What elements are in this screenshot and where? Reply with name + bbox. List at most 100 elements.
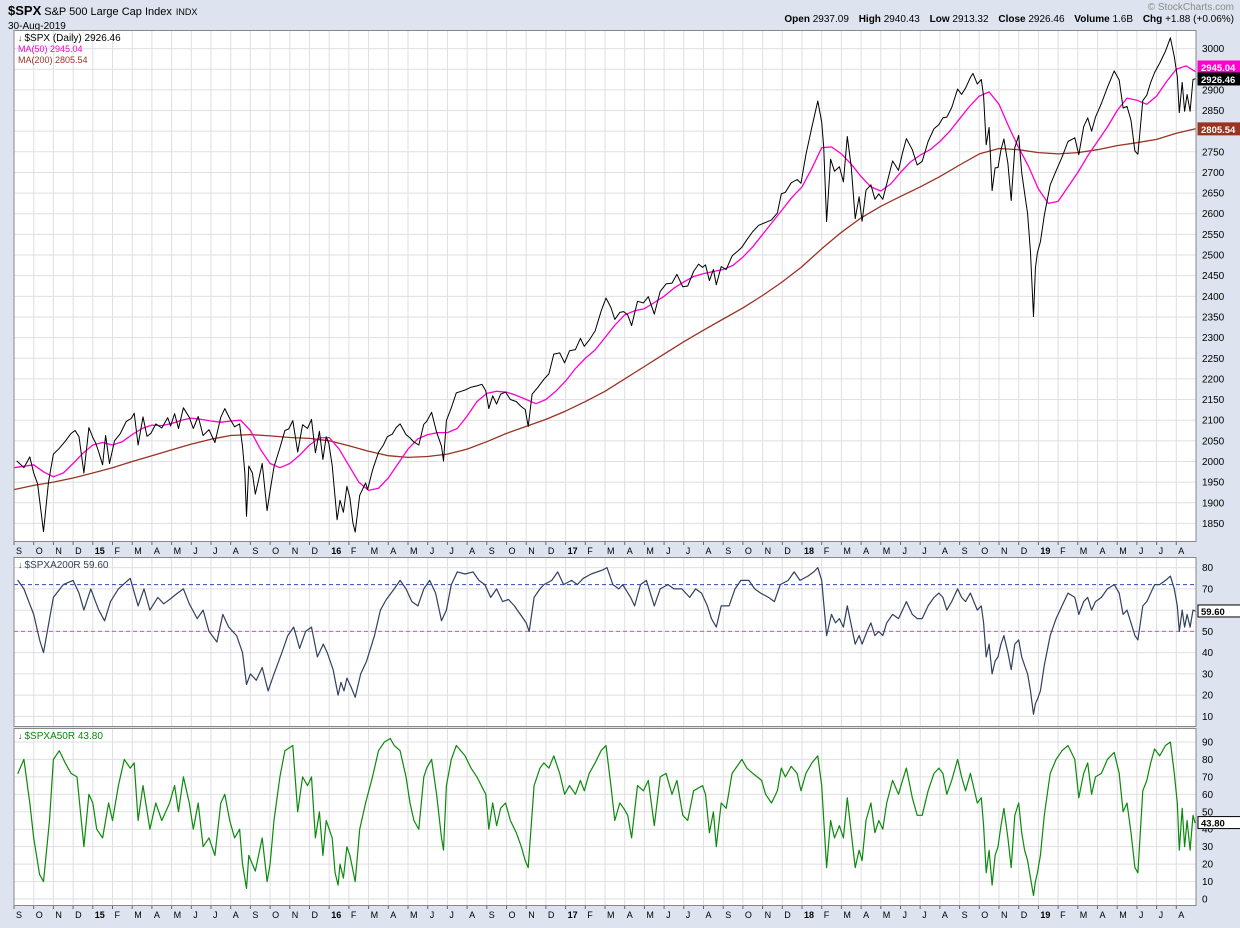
svg-text:M: M (883, 910, 891, 920)
svg-text:M: M (1080, 546, 1088, 556)
svg-text:D: D (75, 910, 82, 920)
svg-text:N: N (55, 910, 62, 920)
svg-text:J: J (922, 910, 927, 920)
svg-text:J: J (903, 546, 908, 556)
svg-text:J: J (449, 546, 454, 556)
svg-text:50: 50 (1202, 807, 1214, 818)
svg-text:2850: 2850 (1202, 106, 1225, 117)
svg-text:J: J (1139, 910, 1144, 920)
svg-text:18: 18 (804, 546, 814, 556)
svg-text:2150: 2150 (1202, 395, 1225, 406)
svg-text:30: 30 (1202, 842, 1214, 853)
svg-text:J: J (922, 546, 927, 556)
svg-text:0: 0 (1202, 895, 1208, 906)
svg-text:19: 19 (1040, 910, 1050, 920)
svg-text:A: A (469, 910, 475, 920)
svg-text:F: F (115, 910, 121, 920)
svg-text:M: M (174, 546, 182, 556)
svg-text:10: 10 (1202, 712, 1214, 723)
svg-text:S: S (962, 546, 968, 556)
quote-volume: Volume 1.6B (1074, 14, 1134, 25)
svg-text:J: J (193, 910, 198, 920)
svg-text:A: A (942, 910, 948, 920)
quote-close: Close 2926.46 (998, 14, 1065, 25)
svg-text:2500: 2500 (1202, 251, 1225, 262)
svg-text:A: A (1178, 546, 1184, 556)
svg-text:J: J (430, 910, 435, 920)
svg-text:N: N (765, 546, 772, 556)
svg-text:20: 20 (1202, 860, 1214, 871)
price-panel: 3000295029002850280027502700265026002550… (0, 30, 1240, 557)
svg-text:16: 16 (331, 910, 341, 920)
svg-text:S: S (962, 910, 968, 920)
svg-text:F: F (1060, 546, 1066, 556)
svg-text:N: N (55, 546, 62, 556)
svg-text:43.80: 43.80 (1201, 819, 1225, 830)
svg-text:O: O (272, 910, 279, 920)
svg-text:50: 50 (1202, 627, 1214, 638)
svg-text:N: N (528, 910, 535, 920)
svg-text:2250: 2250 (1202, 354, 1225, 365)
svg-text:3000: 3000 (1202, 44, 1225, 55)
exchange: INDX (175, 7, 198, 17)
svg-text:O: O (36, 910, 43, 920)
svg-text:M: M (134, 546, 142, 556)
svg-text:A: A (706, 910, 712, 920)
svg-text:60: 60 (1202, 790, 1214, 801)
quote-bar: Open 2937.09 High 2940.43 Low 2913.32 Cl… (777, 14, 1234, 25)
svg-text:2400: 2400 (1202, 292, 1225, 303)
svg-text:S: S (252, 910, 258, 920)
svg-text:J: J (1139, 546, 1144, 556)
svg-text:J: J (903, 910, 908, 920)
svg-text:16: 16 (331, 546, 341, 556)
svg-text:M: M (371, 910, 379, 920)
svg-text:18: 18 (804, 910, 814, 920)
svg-text:10: 10 (1202, 877, 1214, 888)
svg-text:O: O (509, 546, 516, 556)
spxa50r-chart-svg: 90 80 70 60 50 40 30 20 10 0 43.80 S O N D 15 F M A M J J A S O N… (13, 728, 1240, 920)
svg-text:O: O (745, 546, 752, 556)
svg-text:59.60: 59.60 (1201, 607, 1225, 618)
svg-text:2805.54: 2805.54 (1201, 125, 1236, 136)
header-left: $SPX S&P 500 Large Cap Index INDX 30-Aug-2… (8, 2, 197, 32)
svg-text:M: M (883, 546, 891, 556)
symbol: $SPX (8, 3, 42, 18)
svg-text:N: N (292, 910, 299, 920)
svg-text:A: A (233, 546, 239, 556)
svg-text:17: 17 (568, 546, 578, 556)
svg-text:D: D (548, 910, 555, 920)
svg-text:A: A (627, 910, 633, 920)
svg-text:A: A (863, 546, 869, 556)
svg-text:A: A (390, 546, 396, 556)
svg-text:40: 40 (1202, 648, 1214, 659)
svg-text:M: M (646, 546, 654, 556)
svg-text:2050: 2050 (1202, 436, 1225, 447)
svg-text:19: 19 (1040, 546, 1050, 556)
svg-text:A: A (863, 910, 869, 920)
svg-text:D: D (784, 546, 791, 556)
svg-text:M: M (843, 546, 851, 556)
svg-text:F: F (351, 546, 357, 556)
svg-text:A: A (706, 546, 712, 556)
svg-text:M: M (1119, 546, 1127, 556)
svg-text:17: 17 (568, 910, 578, 920)
svg-text:J: J (193, 546, 198, 556)
svg-text:J: J (213, 910, 218, 920)
svg-text:M: M (410, 910, 418, 920)
svg-text:2550: 2550 (1202, 230, 1225, 241)
svg-text:A: A (154, 910, 160, 920)
svg-text:2200: 2200 (1202, 374, 1225, 385)
svg-text:2750: 2750 (1202, 147, 1225, 158)
svg-text:A: A (469, 546, 475, 556)
svg-text:2900: 2900 (1202, 85, 1225, 96)
svg-text:2600: 2600 (1202, 209, 1225, 220)
header-right: © StockCharts.com Open 2937.09 High 2940… (777, 2, 1234, 25)
svg-text:F: F (824, 546, 830, 556)
svg-text:30: 30 (1202, 669, 1214, 680)
svg-text:S: S (252, 546, 258, 556)
svg-text:S: S (725, 910, 731, 920)
svg-text:O: O (981, 910, 988, 920)
svg-text:O: O (981, 546, 988, 556)
svg-text:A: A (390, 910, 396, 920)
